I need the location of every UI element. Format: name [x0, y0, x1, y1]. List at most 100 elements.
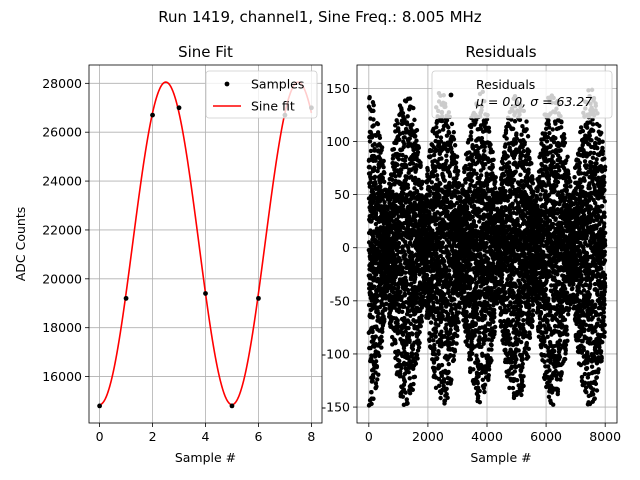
residual-point	[441, 379, 447, 384]
residual-point	[377, 135, 383, 141]
residual-point	[440, 240, 445, 245]
residual-point	[471, 367, 476, 372]
residual-point	[429, 180, 435, 185]
residual-point	[428, 320, 434, 325]
residual-point	[379, 145, 385, 150]
residual-point	[415, 149, 421, 155]
residual-point	[411, 105, 416, 111]
residual-point	[448, 302, 454, 308]
residual-point	[373, 211, 379, 216]
sample-point	[229, 403, 235, 409]
residual-point	[454, 200, 460, 206]
residuals-ytick-label: -50	[330, 293, 350, 308]
residual-point	[432, 342, 437, 348]
residual-point	[369, 401, 374, 407]
residual-point	[395, 352, 400, 357]
residual-point	[403, 390, 408, 395]
residual-point	[370, 315, 375, 320]
residuals-title: Residuals	[465, 43, 536, 61]
residual-point	[499, 272, 505, 277]
residual-point	[438, 181, 443, 187]
residual-point	[451, 130, 456, 135]
residual-point	[396, 240, 402, 246]
residual-point	[452, 349, 458, 354]
residual-point	[437, 164, 442, 170]
sine-fit-ytick-label: 22000	[42, 222, 82, 237]
residual-point	[371, 199, 377, 204]
residual-point	[396, 285, 401, 290]
residual-point	[412, 175, 418, 181]
residual-point	[413, 275, 418, 280]
residual-point	[438, 135, 444, 140]
residual-point	[441, 383, 446, 389]
residual-point	[375, 168, 380, 174]
residual-point	[437, 129, 442, 134]
residual-point	[409, 276, 414, 282]
residual-point	[382, 170, 387, 176]
residual-point	[489, 358, 494, 363]
residual-point	[440, 127, 446, 132]
residual-point	[402, 293, 408, 298]
residual-point	[442, 398, 448, 403]
residual-point	[445, 209, 450, 214]
residual-point	[406, 369, 411, 375]
residual-point	[414, 138, 419, 143]
residual-point	[372, 284, 377, 289]
residual-point	[431, 152, 437, 158]
residual-point	[413, 218, 418, 224]
residual-point	[417, 329, 422, 335]
residual-point	[410, 387, 415, 393]
residual-point	[380, 329, 385, 335]
residual-point	[393, 340, 398, 346]
residual-point	[486, 367, 492, 372]
residual-point	[421, 294, 426, 299]
residual-point	[454, 154, 460, 159]
residual-point	[438, 253, 443, 259]
residual-point	[385, 206, 390, 212]
residual-point	[402, 158, 408, 163]
residual-point	[419, 319, 425, 324]
residual-point	[372, 354, 378, 359]
sine-fit-frame	[88, 64, 323, 424]
residuals-ytick-label: 0	[342, 240, 350, 255]
residual-point	[446, 289, 451, 295]
residual-point	[372, 174, 378, 180]
residual-point	[373, 359, 379, 364]
sine-fit-panel: Sine Fit Sample # ADC Counts 0 2 4 6 8160001…	[13, 43, 323, 465]
residual-point	[444, 158, 449, 164]
residual-point	[439, 373, 445, 379]
residual-point	[427, 211, 432, 217]
residual-point	[457, 305, 462, 310]
residual-point	[375, 298, 380, 304]
residual-point	[373, 181, 378, 187]
residual-point	[398, 228, 403, 233]
residual-point	[477, 388, 482, 394]
residual-point	[441, 174, 446, 179]
sample-point	[150, 112, 155, 118]
residuals-xtick-label: 6000	[530, 429, 562, 444]
residual-point	[474, 311, 480, 317]
residual-point	[456, 310, 462, 315]
residual-point	[442, 258, 447, 264]
residual-point	[376, 311, 381, 316]
residual-point	[371, 108, 376, 114]
residual-point	[410, 122, 415, 127]
residual-point	[400, 203, 406, 209]
residual-point	[418, 163, 423, 168]
residual-point	[451, 137, 457, 142]
residual-point	[439, 156, 444, 161]
residual-point	[402, 379, 408, 384]
residual-point	[369, 353, 374, 358]
residual-point	[418, 324, 423, 329]
residuals-xtick-label: 8000	[589, 429, 621, 444]
residual-point	[491, 319, 496, 325]
sine-fit-ytick-label: 18000	[42, 320, 82, 335]
residual-point	[510, 385, 516, 391]
residual-point	[375, 121, 381, 127]
residual-point	[474, 171, 479, 176]
residual-point	[416, 145, 422, 151]
residual-point	[447, 173, 453, 179]
residual-point	[427, 338, 432, 343]
residual-point	[375, 293, 381, 298]
residual-point	[407, 391, 413, 396]
